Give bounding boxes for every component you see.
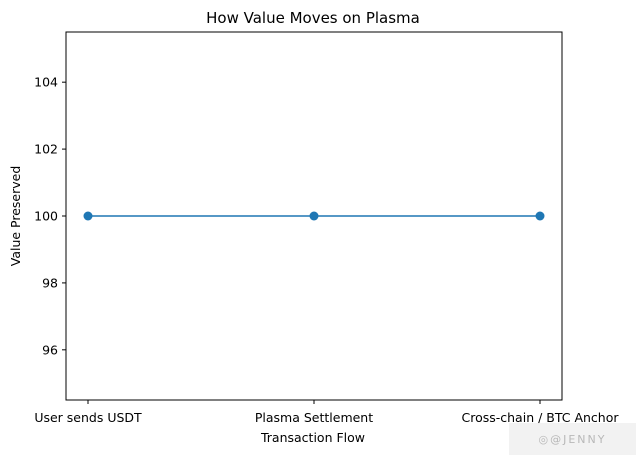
y-tick-label: 96 bbox=[42, 342, 58, 357]
y-axis-ticks: 96 98 100 102 104 bbox=[34, 75, 66, 357]
y-tick-label: 104 bbox=[34, 75, 58, 90]
data-point bbox=[535, 211, 545, 221]
chart-title: How Value Moves on Plasma bbox=[206, 9, 420, 27]
x-tick-label: Cross-chain / BTC Anchor bbox=[461, 410, 619, 425]
data-point bbox=[309, 211, 319, 221]
x-axis-ticks: User sends USDT Plasma Settlement Cross-ch… bbox=[34, 400, 619, 425]
data-point bbox=[83, 211, 93, 221]
y-axis-label: Value Preserved bbox=[8, 166, 23, 267]
x-axis-label: Transaction Flow bbox=[260, 430, 365, 445]
y-tick-label: 98 bbox=[42, 275, 58, 290]
y-tick-label: 102 bbox=[34, 142, 58, 157]
series-layer bbox=[83, 211, 545, 221]
x-tick-label: Plasma Settlement bbox=[255, 410, 373, 425]
watermark: ◎@JENNY bbox=[509, 423, 636, 455]
x-tick-label: User sends USDT bbox=[34, 410, 142, 425]
y-tick-label: 100 bbox=[34, 209, 58, 224]
